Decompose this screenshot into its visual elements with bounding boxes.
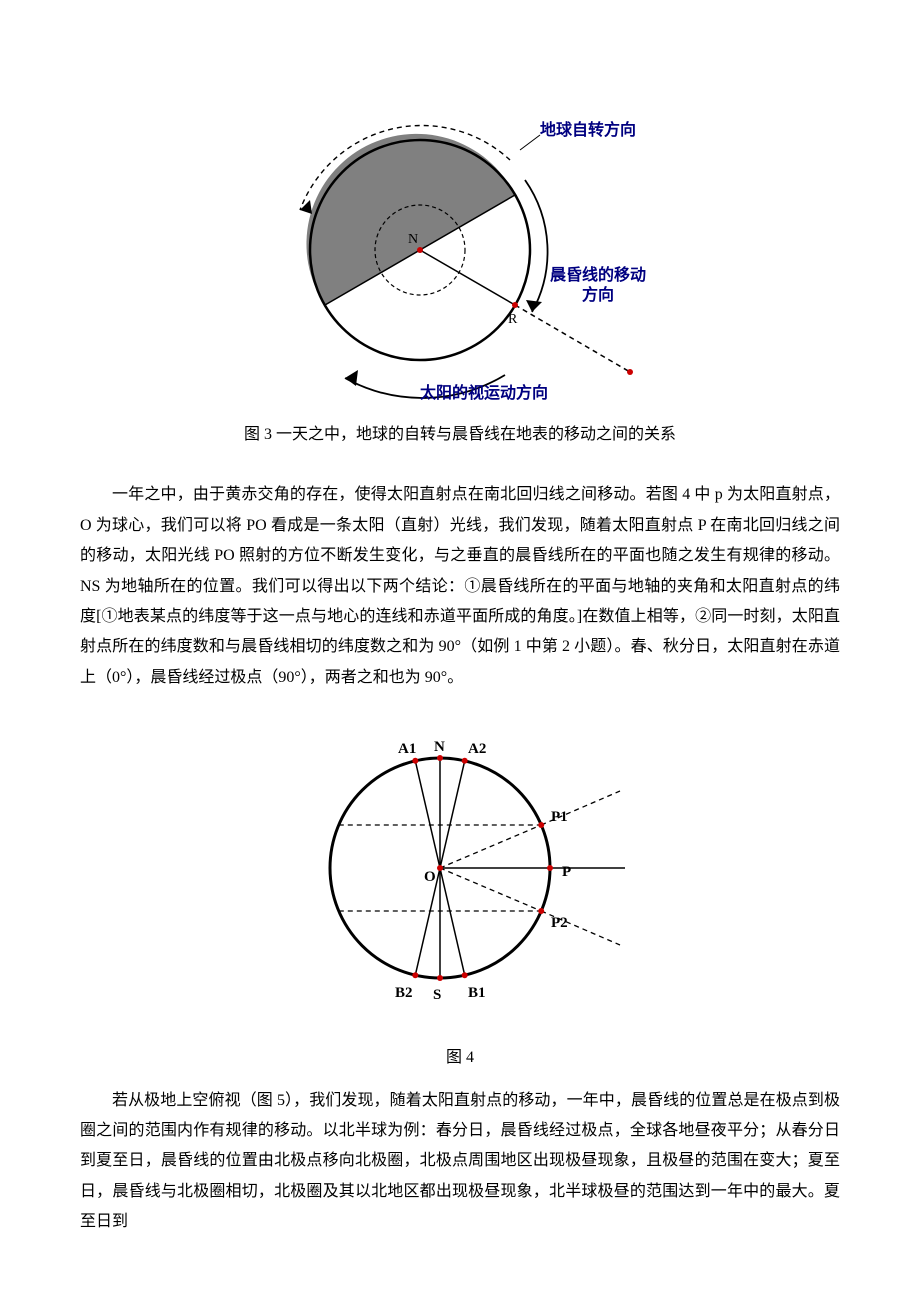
svg-text:R: R — [508, 312, 518, 327]
figure-4: A1 N A2 O P1 P P2 B2 S B1 — [80, 713, 840, 1023]
svg-text:方向: 方向 — [582, 285, 614, 304]
svg-text:N: N — [434, 739, 445, 755]
figure-4-svg: A1 N A2 O P1 P P2 B2 S B1 — [280, 713, 640, 1023]
svg-text:P: P — [562, 864, 571, 880]
svg-text:B1: B1 — [468, 985, 486, 1001]
figure-3-svg: N R 地球自转方向 晨昏线的移动 方向 太阳的视运动方向 — [250, 80, 670, 400]
figure-3-caption: 图 3 一天之中，地球的自转与晨昏线在地表的移动之间的关系 — [80, 420, 840, 450]
svg-text:晨昏线的移动: 晨昏线的移动 — [550, 265, 646, 284]
svg-text:A1: A1 — [398, 741, 416, 757]
svg-text:P2: P2 — [551, 915, 568, 931]
svg-text:P1: P1 — [551, 809, 568, 825]
figure-3: N R 地球自转方向 晨昏线的移动 方向 太阳的视运动方向 — [80, 80, 840, 400]
svg-text:A2: A2 — [468, 741, 486, 757]
figure-4-caption: 图 4 — [80, 1043, 840, 1073]
svg-text:O: O — [424, 869, 436, 885]
svg-text:地球自转方向: 地球自转方向 — [540, 120, 636, 139]
svg-text:S: S — [433, 987, 441, 1003]
paragraph-1: 一年之中，由于黄赤交角的存在，使得太阳直射点在南北回归线之间移动。若图 4 中 … — [80, 480, 840, 693]
svg-text:N: N — [408, 232, 418, 247]
svg-text:B2: B2 — [395, 985, 413, 1001]
svg-text:太阳的视运动方向: 太阳的视运动方向 — [419, 383, 548, 400]
paragraph-2: 若从极地上空俯视（图 5），我们发现，随着太阳直射点的移动，一年中，晨昏线的位置… — [80, 1086, 840, 1238]
